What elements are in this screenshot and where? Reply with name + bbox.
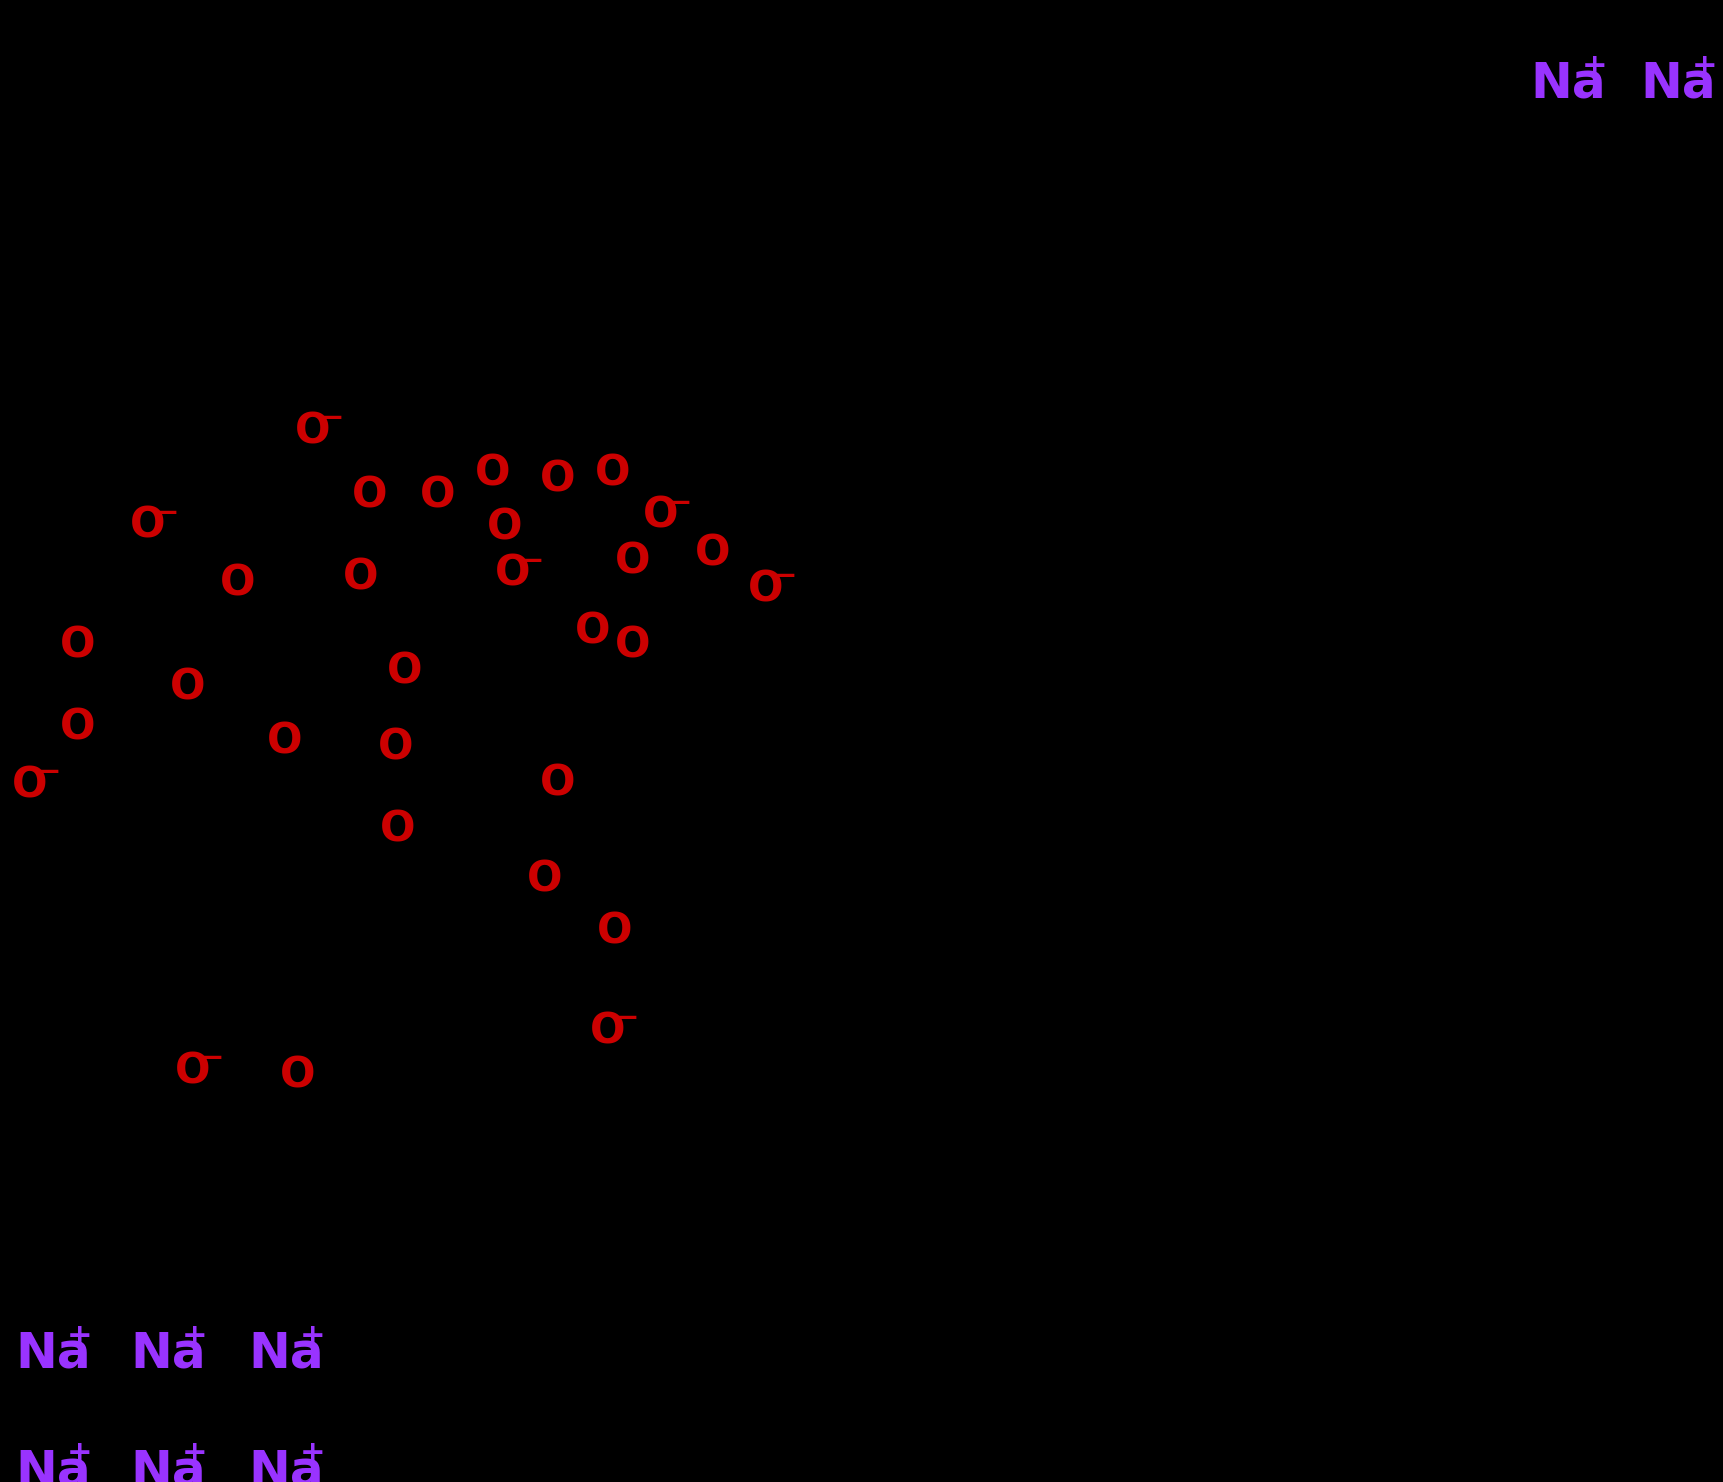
Text: O: O (381, 808, 415, 851)
Text: O: O (694, 534, 731, 575)
Text: Na: Na (16, 1446, 91, 1482)
Text: +: + (300, 1322, 326, 1352)
Text: O: O (476, 453, 510, 495)
Text: Na: Na (129, 1446, 205, 1482)
Text: O: O (351, 476, 388, 517)
Text: −: − (669, 489, 693, 517)
Text: O: O (388, 651, 422, 692)
Text: +: + (1582, 52, 1608, 82)
Text: O: O (527, 858, 562, 900)
Text: O: O (488, 507, 522, 548)
Text: O: O (129, 505, 165, 547)
Text: −: − (38, 757, 62, 785)
Text: +: + (183, 1322, 208, 1352)
Text: O: O (575, 611, 610, 652)
Text: O: O (539, 458, 575, 499)
Text: O: O (176, 1051, 210, 1092)
Text: O: O (60, 624, 95, 665)
Text: +: + (1692, 52, 1718, 82)
Text: −: − (157, 499, 179, 528)
Text: O: O (171, 667, 205, 708)
Text: −: − (202, 1043, 224, 1071)
Text: O: O (60, 705, 95, 748)
Text: O: O (589, 1011, 625, 1052)
Text: +: + (67, 1322, 93, 1352)
Text: O: O (539, 762, 575, 805)
Text: −: − (617, 1003, 639, 1031)
Text: O: O (495, 553, 531, 594)
Text: O: O (615, 539, 651, 582)
Text: Na: Na (1530, 59, 1606, 108)
Text: O: O (420, 476, 455, 517)
Text: O: O (267, 720, 303, 762)
Text: O: O (343, 557, 379, 599)
Text: O: O (643, 495, 679, 536)
Text: O: O (377, 726, 414, 768)
Text: Na: Na (129, 1329, 205, 1378)
Text: Na: Na (1640, 59, 1716, 108)
Text: −: − (520, 547, 544, 575)
Text: O: O (596, 910, 632, 951)
Text: Na: Na (248, 1329, 324, 1378)
Text: O: O (594, 453, 631, 495)
Text: −: − (774, 562, 798, 590)
Text: +: + (300, 1439, 326, 1469)
Text: O: O (281, 1055, 315, 1097)
Text: O: O (295, 411, 331, 452)
Text: +: + (183, 1439, 208, 1469)
Text: O: O (615, 624, 651, 665)
Text: Na: Na (248, 1446, 324, 1482)
Text: O: O (221, 563, 255, 605)
Text: +: + (67, 1439, 93, 1469)
Text: Na: Na (16, 1329, 91, 1378)
Text: O: O (748, 568, 784, 611)
Text: O: O (12, 765, 48, 806)
Text: −: − (320, 405, 345, 431)
